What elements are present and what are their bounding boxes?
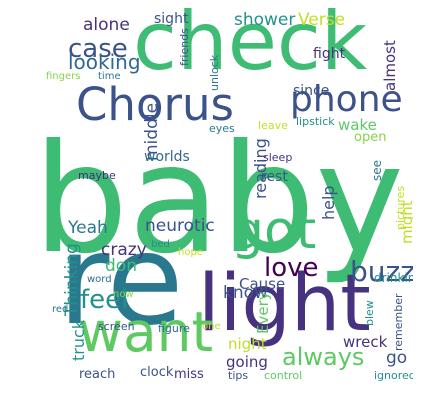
cloud-word: truck xyxy=(69,320,88,362)
cloud-word: one xyxy=(202,321,221,332)
cloud-word: love xyxy=(264,253,319,283)
cloud-word: wake xyxy=(338,116,377,134)
cloud-word: go xyxy=(386,348,408,368)
cloud-word: maybe xyxy=(78,169,116,182)
cloud-word: since xyxy=(293,83,330,99)
word-cloud-canvas: baby re check light Chorus want got phone buzz lo… xyxy=(38,0,413,393)
cloud-word: baby xyxy=(38,113,405,287)
cloud-word: don xyxy=(105,256,137,276)
cloud-word: ignored xyxy=(374,369,413,382)
cloud-word: tips xyxy=(228,369,249,382)
cloud-word: neurotic xyxy=(145,216,215,236)
cloud-word: shower xyxy=(234,10,296,30)
cloud-word: got xyxy=(231,201,317,261)
cloud-word: sleep xyxy=(263,151,293,164)
cloud-word: always xyxy=(282,343,365,371)
cloud-word: want xyxy=(78,300,214,364)
cloud-word: figure xyxy=(158,322,190,335)
cloud-word: Verse xyxy=(298,10,346,30)
cloud-word: going xyxy=(226,353,268,371)
cloud-word: clock xyxy=(140,365,174,380)
cloud-word: lipstick xyxy=(296,115,335,128)
cloud-word: open xyxy=(354,130,387,145)
cloud-word: hope xyxy=(178,247,203,258)
cloud-word: Cause xyxy=(239,275,286,293)
cloud-word: remember xyxy=(392,293,405,351)
cloud-word: eyes xyxy=(209,122,235,135)
cloud-word: almost xyxy=(381,40,399,91)
cloud-word: Yeah xyxy=(68,218,108,238)
cloud-word: Every xyxy=(254,291,272,334)
cloud-word: night xyxy=(228,335,267,353)
cloud-word: screen xyxy=(98,320,135,333)
cloud-word: unlock xyxy=(208,55,221,92)
cloud-word: friends xyxy=(178,28,191,66)
cloud-word: sight xyxy=(154,11,189,27)
cloud-word: now xyxy=(113,289,134,300)
cloud-word: miss xyxy=(174,367,204,382)
cloud-word: feel xyxy=(80,285,129,315)
cloud-word: alone xyxy=(83,15,130,35)
cloud-word: time xyxy=(98,71,121,82)
cloud-word: phone xyxy=(290,79,403,120)
cloud-word: control xyxy=(264,369,303,382)
cloud-word: re xyxy=(58,208,184,353)
cloud-word: wreck xyxy=(343,333,388,351)
cloud-word: light xyxy=(198,259,371,349)
cloud-word: fingers xyxy=(46,71,81,82)
cloud-word: help xyxy=(319,185,338,220)
cloud-word: drinking xyxy=(374,271,413,285)
cloud-word: looking xyxy=(68,50,141,74)
cloud-word: case xyxy=(68,34,128,64)
cloud-word: check xyxy=(133,0,368,88)
cloud-word: Chorus xyxy=(76,78,234,131)
cloud-word: reach xyxy=(79,367,116,382)
cloud-word: worlds xyxy=(144,149,190,165)
cloud-word: word xyxy=(87,274,112,285)
cloud-word: bed xyxy=(151,239,170,250)
cloud-word: red xyxy=(52,304,69,315)
cloud-word: blew xyxy=(363,300,376,326)
cloud-word: crazy xyxy=(101,240,147,260)
cloud-word: see xyxy=(370,160,384,182)
cloud-word: buzz xyxy=(350,255,413,288)
cloud-word: rest xyxy=(261,169,288,185)
cloud-word: know xyxy=(223,283,268,303)
cloud-word: leave xyxy=(258,119,288,132)
cloud-word: fight xyxy=(313,46,346,62)
cloud-word: pictures xyxy=(394,186,407,231)
